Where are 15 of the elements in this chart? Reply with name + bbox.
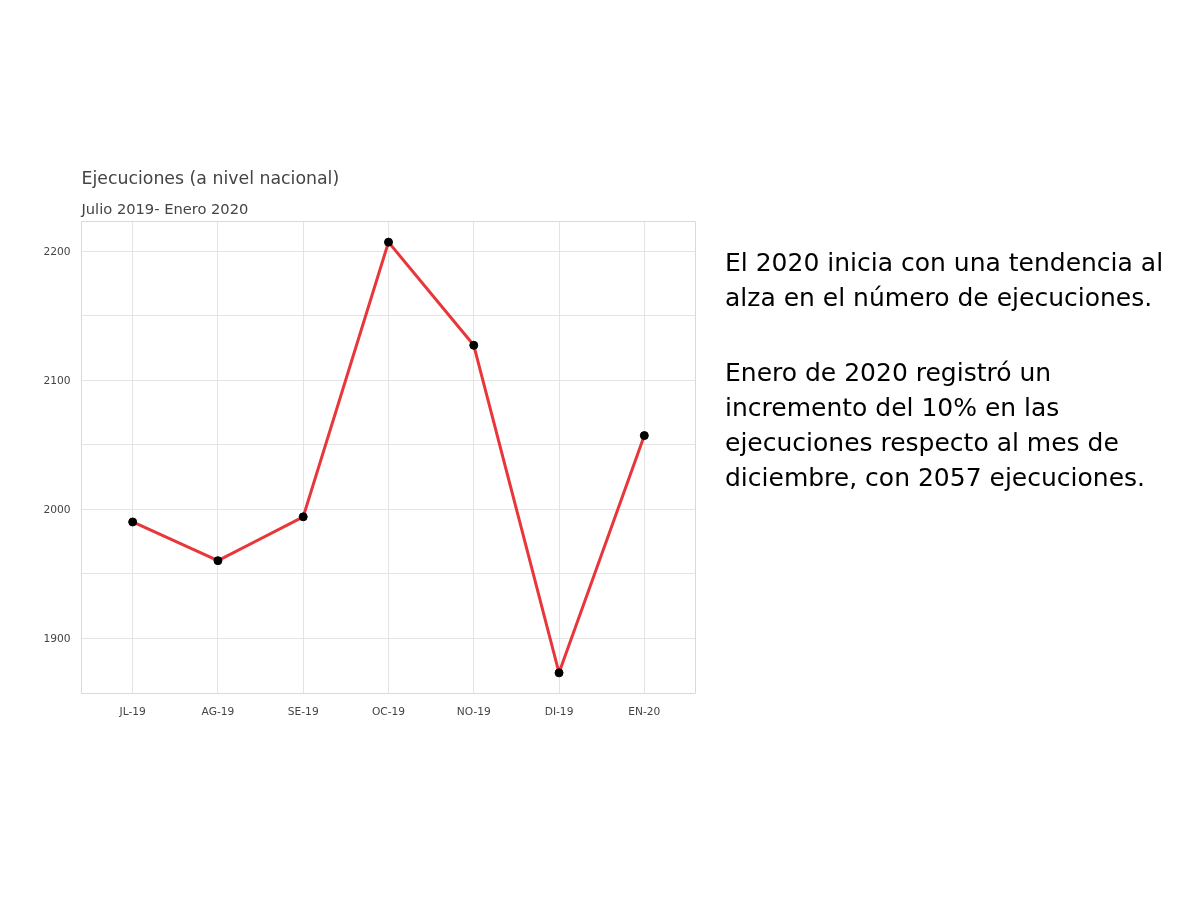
- chart-title: Ejecuciones (a nivel nacional): [81, 167, 340, 188]
- x-tick-label: AG-19: [201, 704, 235, 718]
- x-tick-label: DI-19: [544, 704, 574, 718]
- x-tick-label: NO-19: [456, 704, 492, 718]
- text: El 2020 inicia con una tendencia al alza en el número de ejecuciones.: [725, 247, 1165, 314]
- y-tick-label: 2000: [43, 503, 71, 517]
- y-tick-label: 1900: [43, 632, 71, 646]
- y-tick-label: 2200: [43, 245, 71, 259]
- text: Enero de 2020 registró un incremento del 10% en las ejecuciones respecto al mes de diciembre, con 2057 ejecuciones.: [725, 357, 1146, 494]
- x-tick-label: EN-20: [628, 704, 661, 718]
- y-tick-label: 2100: [43, 374, 71, 388]
- x-tick-label: JL-19: [118, 704, 147, 718]
- x-tick-label: OC-19: [371, 704, 406, 718]
- x-tick-label: SE-19: [287, 704, 319, 718]
- chart-subtitle: Julio 2019- Enero 2020: [80, 199, 249, 217]
